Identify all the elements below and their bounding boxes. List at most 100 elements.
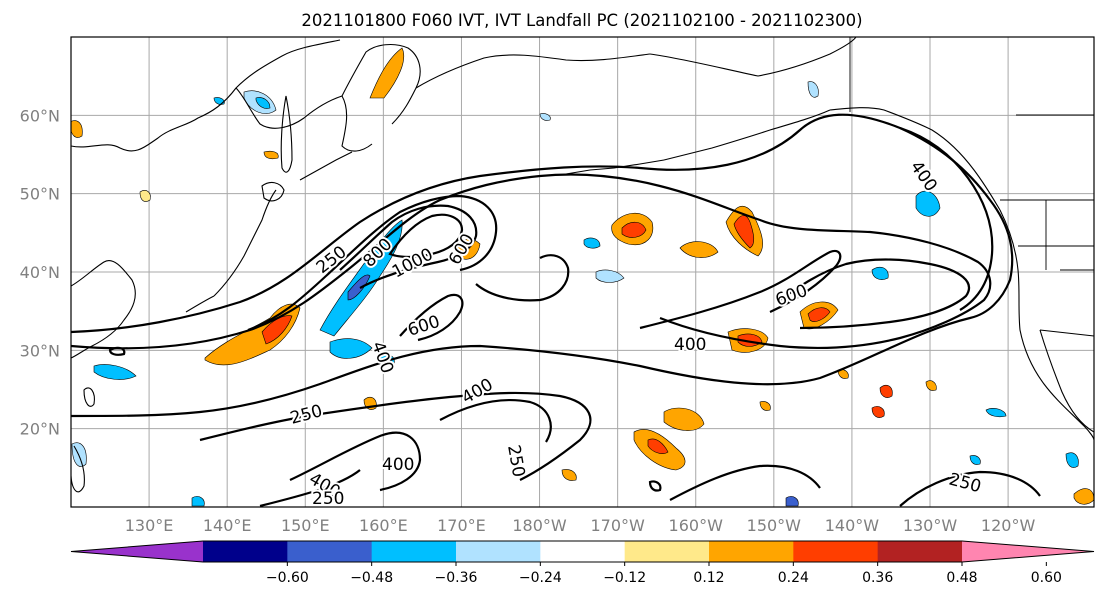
patch-140w-core xyxy=(807,307,831,322)
contour-400-loop xyxy=(475,254,570,302)
patch-160w xyxy=(679,241,719,258)
latitude-label: 20°N xyxy=(20,420,60,439)
colorbar-tick-label: 0.60 xyxy=(1031,570,1062,586)
coast-japan-honshu xyxy=(213,189,277,297)
colorbar-tick-label: −0.48 xyxy=(350,570,393,586)
colorbar-segment xyxy=(793,541,879,562)
contour-250-southeast xyxy=(669,464,821,501)
contour-label: 400 xyxy=(382,455,414,475)
patch-150w-core xyxy=(733,215,755,249)
contour-400-south xyxy=(289,431,422,492)
colorbar-segment xyxy=(287,541,373,562)
colorbar-tick-label: 0.12 xyxy=(693,570,724,586)
patch-140w-b xyxy=(871,266,889,280)
contour-400-east xyxy=(639,249,842,330)
coast-aleutians xyxy=(565,159,665,175)
coast-alaska-south xyxy=(829,107,1001,211)
colorbar-tick-label: 0.48 xyxy=(946,570,977,586)
negative-correlation-patches xyxy=(71,81,1079,507)
patch-japan-east xyxy=(93,364,137,380)
longitude-label: 140°E xyxy=(203,516,252,535)
coast-alaska xyxy=(649,37,857,77)
patch-175w-b xyxy=(595,269,625,283)
coast-bering-asia xyxy=(415,53,651,89)
colorbar-tick-label: −0.60 xyxy=(266,570,309,586)
coastlines xyxy=(71,37,1094,493)
colorbar-outline xyxy=(70,540,1095,563)
contour-400-coast xyxy=(899,126,994,311)
longitude-label: 150°E xyxy=(281,516,330,535)
latitude-labels: 60°N 50°N 40°N 30°N 20°N xyxy=(20,106,60,438)
colorbar-tick-label: 0.36 xyxy=(862,570,893,586)
colorbar-tick-label: −0.24 xyxy=(519,570,562,586)
coast-okhotsk xyxy=(235,87,373,152)
patch-small-a xyxy=(879,384,893,398)
contour-250-outer xyxy=(71,113,1014,418)
patch-west-160e-light xyxy=(329,338,373,359)
contour-250-sw xyxy=(259,469,361,507)
coast-hokkaido xyxy=(261,181,285,202)
latitude-label: 40°N xyxy=(20,263,60,282)
longitude-label: 140°W xyxy=(825,516,880,535)
patch-japan-south-core xyxy=(261,315,293,345)
map-panel: 250 800 1000 600 600 400 600 400 400 250… xyxy=(20,36,1095,535)
patch-west-160e-core xyxy=(347,274,371,301)
patch-160w-south xyxy=(663,407,705,431)
coast-alaska-peninsula xyxy=(663,109,831,161)
longitude-label: 150°W xyxy=(747,516,802,535)
longitude-label: 160°W xyxy=(669,516,724,535)
colorbar-segment xyxy=(709,541,794,562)
colorbar-tick-label: −0.12 xyxy=(603,570,646,586)
patch-small-l xyxy=(539,113,551,121)
latitude-label: 60°N xyxy=(20,106,60,125)
patch-se-c xyxy=(191,496,205,507)
ivt-contours xyxy=(71,113,1041,507)
colorbar: −0.60 −0.48 −0.36 −0.24 −0.12 0.12 0.24 0.36 0.4… xyxy=(70,540,1095,586)
contour-1000 xyxy=(388,213,464,259)
longitude-label: 120°W xyxy=(981,516,1036,535)
patch-gulf-alaska xyxy=(915,190,941,217)
longitude-label: 170°E xyxy=(437,516,486,535)
colorbar-segment xyxy=(203,541,288,562)
patch-small-g xyxy=(561,469,577,481)
political-borders xyxy=(849,37,1094,337)
colorbar-segment xyxy=(877,541,963,562)
colorbar-segment xyxy=(371,541,457,562)
patch-180 xyxy=(583,237,601,249)
contour-small-b xyxy=(648,480,662,492)
contour-600-mid xyxy=(399,293,464,342)
patch-kamchatka xyxy=(369,47,404,99)
longitude-labels: 130°E 140°E 150°E 160°E 170°E 180°W 170°W 160°W… xyxy=(125,516,1036,535)
longitude-label: 130°E xyxy=(125,516,174,535)
contour-600-east xyxy=(779,258,971,330)
contour-400-south-b xyxy=(439,398,552,443)
patch-bering xyxy=(807,81,819,98)
colorbar-extend-low xyxy=(71,541,203,562)
coast-taiwan xyxy=(83,387,95,407)
contour-400-jet xyxy=(71,173,992,350)
coast-kurils xyxy=(299,151,353,181)
contour-800 xyxy=(339,204,478,289)
longitude-label: 160°E xyxy=(359,516,408,535)
patch-165w xyxy=(985,408,1007,418)
patch-small-b xyxy=(871,406,885,418)
patch-small-m xyxy=(969,455,981,465)
positive-correlation-patches xyxy=(71,47,1094,505)
colorbar-extend-high xyxy=(962,541,1094,562)
coast-sakhalin xyxy=(280,95,293,173)
coast-baja xyxy=(1039,329,1094,433)
colorbar-segment xyxy=(540,541,626,562)
contour-250-south xyxy=(199,391,592,481)
longitude-label: 180°W xyxy=(512,516,567,535)
patch-small-h xyxy=(759,401,771,411)
colorbar-segment xyxy=(624,541,710,562)
contour-600-jet xyxy=(247,194,498,332)
longitude-label: 170°W xyxy=(590,516,645,535)
coast-japan-kyushu xyxy=(185,295,215,313)
coast-bc-us xyxy=(999,209,1094,441)
map-frame xyxy=(70,36,1095,508)
patch-se-a xyxy=(1065,452,1079,468)
colorbar-segment xyxy=(456,541,541,562)
contour-250-se-corner xyxy=(899,470,1041,507)
